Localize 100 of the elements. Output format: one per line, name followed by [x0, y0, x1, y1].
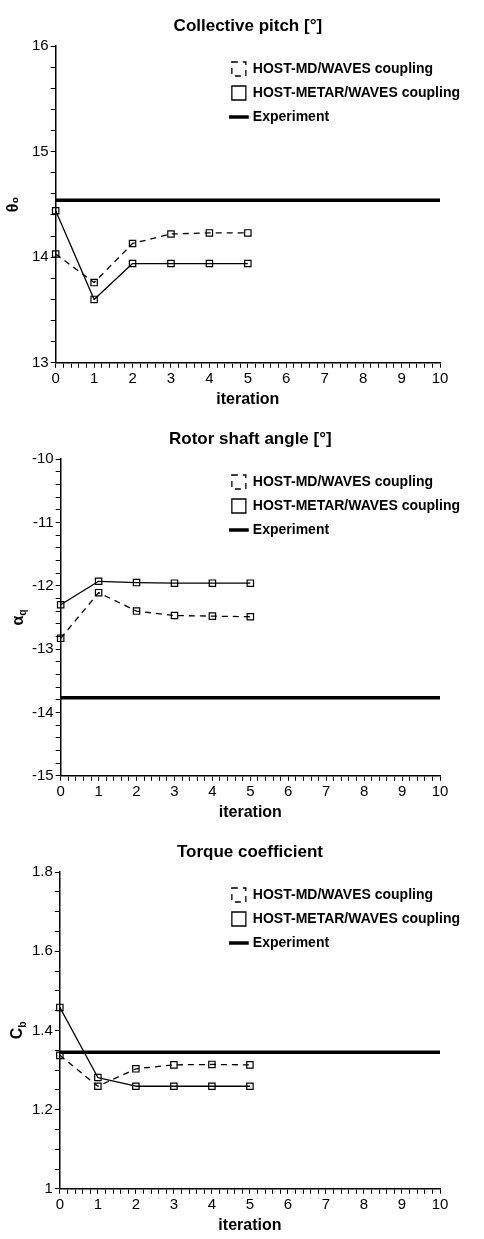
y-tick-label: 14 [32, 247, 49, 265]
y-tick-label: -11 [33, 512, 54, 530]
point [167, 230, 175, 238]
point [244, 229, 252, 237]
point [246, 1061, 254, 1069]
point [132, 578, 141, 587]
x-tick-label: 0 [56, 781, 65, 799]
x-tick-label: 4 [208, 781, 217, 799]
y-tick-label: 1.2 [31, 1099, 53, 1117]
point [56, 1051, 64, 1060]
legend-label: HOST-METAR/WAVES coupling [252, 83, 461, 100]
y-tick-label: -15 [31, 765, 54, 783]
x-tick-label: 5 [246, 781, 255, 799]
point [170, 1082, 178, 1091]
x-tick-label: 1 [93, 1194, 103, 1212]
chart-title: Rotor shaft angle [°] [169, 428, 332, 448]
x-tick-label: 3 [166, 368, 176, 386]
legend-label: Experiment [252, 520, 330, 537]
point [246, 612, 255, 621]
x-tick-label: 3 [170, 781, 179, 799]
x-tick-label: 5 [243, 368, 253, 386]
point [208, 1082, 216, 1091]
y-tick-label: 1.4 [31, 1020, 53, 1038]
legend-label: HOST-MD/WAVES coupling [252, 59, 434, 76]
x-axis-title: iteration [216, 389, 280, 407]
y-axis-title: αq [9, 609, 29, 626]
legend-label: HOST-MD/WAVES coupling [252, 472, 434, 489]
y-tick-label: 15 [32, 141, 49, 159]
y-tick-label: -10 [31, 449, 54, 467]
x-tick-label: 10 [431, 368, 449, 386]
point [56, 600, 65, 609]
point [208, 1060, 216, 1069]
point [128, 259, 137, 268]
x-tick-label: 0 [55, 1194, 65, 1212]
x-tick-label: 8 [359, 781, 369, 799]
legend-label: Experiment [252, 933, 330, 950]
point [132, 607, 141, 615]
y-tick-label: 1.6 [31, 941, 53, 959]
point [56, 1003, 64, 1012]
x-tick-label: 0 [51, 368, 60, 386]
x-tick-label: 10 [431, 781, 449, 799]
point [51, 206, 60, 215]
point [167, 259, 175, 268]
x-tick-label: 5 [245, 1194, 255, 1212]
legend-label: Experiment [252, 107, 330, 124]
x-tick-label: 9 [397, 1194, 407, 1212]
x-tick-label: 8 [358, 368, 368, 386]
legend-label: HOST-METAR/WAVES coupling [252, 496, 461, 513]
point [90, 278, 98, 287]
point [170, 1061, 178, 1069]
y-tick-label: -12 [31, 575, 54, 593]
x-tick-label: 9 [397, 368, 406, 386]
x-tick-label: 2 [131, 1194, 141, 1212]
point [205, 229, 214, 237]
point [128, 239, 137, 248]
point [170, 579, 179, 587]
x-axis-title: iteration [218, 1215, 282, 1233]
x-tick-label: 10 [431, 1194, 449, 1212]
x-tick-label: 1 [94, 781, 103, 799]
x-tick-label: 4 [207, 1194, 217, 1212]
x-tick-label: 3 [169, 1194, 179, 1212]
point [246, 579, 255, 587]
point [56, 634, 65, 643]
point [94, 1082, 102, 1091]
y-tick-label: 13 [32, 352, 49, 370]
x-tick-label: 1 [89, 368, 99, 386]
point [208, 579, 217, 587]
point [244, 259, 252, 268]
legend-label: HOST-MD/WAVES coupling [252, 885, 434, 902]
y-tick-label: 1 [44, 1178, 53, 1196]
x-tick-label: 7 [320, 368, 329, 386]
chart-title: Torque coefficient [176, 841, 324, 861]
point [94, 588, 103, 597]
y-tick-label: 1.8 [31, 862, 53, 880]
point [205, 259, 214, 268]
chart-title: Collective pitch [°] [173, 15, 323, 35]
point [90, 295, 98, 304]
point [170, 611, 179, 620]
x-tick-label: 7 [321, 1194, 331, 1212]
x-tick-label: 6 [284, 781, 293, 799]
x-tick-label: 4 [205, 368, 214, 386]
point [132, 1065, 140, 1073]
y-axis-title: Cb [8, 1021, 28, 1040]
y-tick-label: 16 [32, 36, 49, 54]
point [208, 612, 217, 620]
point [94, 1073, 102, 1082]
legend-label: HOST-METAR/WAVES coupling [252, 909, 461, 926]
point [132, 1082, 140, 1091]
x-tick-label: 6 [282, 368, 291, 386]
point [246, 1082, 254, 1091]
y-tick-label: -14 [31, 702, 54, 720]
point [94, 577, 103, 586]
x-tick-label: 8 [359, 1194, 369, 1212]
point [51, 250, 60, 258]
y-axis-title: θ₀ [4, 196, 22, 213]
x-tick-label: 2 [132, 781, 141, 799]
y-tick-label: -13 [31, 639, 54, 657]
x-tick-label: 7 [322, 781, 331, 799]
x-tick-label: 2 [128, 368, 137, 386]
x-axis-title: iteration [218, 802, 282, 820]
